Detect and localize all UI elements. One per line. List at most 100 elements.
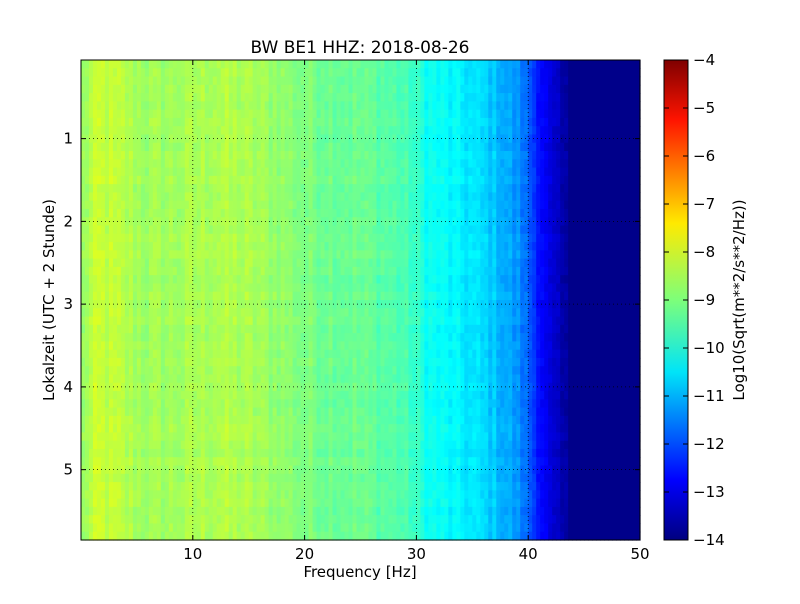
- heatmap-cell: [105, 341, 110, 350]
- heatmap-cell: [500, 217, 505, 226]
- heatmap-cell: [261, 159, 266, 168]
- heatmap-cell: [237, 126, 242, 135]
- heatmap-cell: [512, 77, 517, 86]
- heatmap-cell: [552, 77, 557, 86]
- heatmap-cell: [560, 300, 565, 309]
- heatmap-cell: [536, 308, 541, 317]
- spectrogram-heatmap: [81, 60, 641, 541]
- heatmap-cell: [233, 85, 238, 94]
- heatmap-cell: [572, 275, 577, 284]
- heatmap-cell: [496, 134, 501, 143]
- heatmap-cell: [325, 93, 330, 102]
- heatmap-cell: [392, 118, 397, 127]
- heatmap-cell: [612, 101, 617, 110]
- heatmap-cell: [273, 184, 278, 193]
- heatmap-cell: [197, 283, 202, 292]
- heatmap-cell: [452, 325, 457, 334]
- heatmap-cell: [165, 350, 170, 359]
- heatmap-cell: [185, 118, 190, 127]
- heatmap-cell: [197, 201, 202, 210]
- heatmap-cell: [141, 275, 146, 284]
- heatmap-cell: [85, 292, 90, 301]
- heatmap-cell: [416, 341, 421, 350]
- heatmap-cell: [353, 209, 358, 218]
- heatmap-cell: [217, 101, 222, 110]
- heatmap-cell: [173, 226, 178, 235]
- heatmap-cell: [289, 176, 294, 185]
- heatmap-cell: [313, 143, 318, 152]
- heatmap-cell: [125, 242, 130, 251]
- heatmap-cell: [492, 275, 497, 284]
- heatmap-cell: [468, 325, 473, 334]
- heatmap-cell: [185, 333, 190, 342]
- heatmap-cell: [556, 283, 561, 292]
- heatmap-cell: [444, 209, 449, 218]
- heatmap-cell: [129, 118, 134, 127]
- heatmap-cell: [628, 118, 633, 127]
- heatmap-cell: [616, 168, 621, 177]
- heatmap-cell: [345, 60, 350, 69]
- heatmap-cell: [133, 242, 138, 251]
- heatmap-cell: [165, 85, 170, 94]
- heatmap-cell: [472, 118, 477, 127]
- heatmap-cell: [129, 168, 134, 177]
- heatmap-cell: [500, 168, 505, 177]
- heatmap-cell: [125, 250, 130, 259]
- heatmap-cell: [321, 77, 326, 86]
- heatmap-cell: [185, 110, 190, 119]
- heatmap-cell: [616, 234, 621, 243]
- heatmap-cell: [596, 143, 601, 152]
- heatmap-cell: [368, 283, 373, 292]
- heatmap-cell: [408, 77, 413, 86]
- heatmap-cell: [512, 325, 517, 334]
- heatmap-cell: [321, 118, 326, 127]
- heatmap-cell: [121, 333, 126, 342]
- heatmap-cell: [205, 341, 210, 350]
- heatmap-cell: [361, 151, 366, 160]
- heatmap-cell: [584, 93, 589, 102]
- heatmap-cell: [273, 151, 278, 160]
- heatmap-cell: [392, 325, 397, 334]
- heatmap-cell: [544, 77, 549, 86]
- heatmap-cell: [516, 68, 521, 77]
- heatmap-cell: [384, 93, 389, 102]
- heatmap-cell: [229, 275, 234, 284]
- heatmap-cell: [416, 259, 421, 268]
- heatmap-cell: [408, 143, 413, 152]
- heatmap-cell: [361, 168, 366, 177]
- heatmap-cell: [101, 126, 106, 135]
- heatmap-cell: [325, 333, 330, 342]
- heatmap-cell: [181, 192, 186, 201]
- heatmap-cell: [193, 168, 198, 177]
- heatmap-cell: [129, 68, 134, 77]
- heatmap-cell: [632, 308, 637, 317]
- heatmap-cell: [584, 126, 589, 135]
- heatmap-cell: [380, 77, 385, 86]
- heatmap-cell: [624, 126, 629, 135]
- heatmap-cell: [109, 308, 114, 317]
- heatmap-cell: [157, 250, 162, 259]
- heatmap-cell: [233, 283, 238, 292]
- heatmap-cell: [632, 259, 637, 268]
- heatmap-cell: [357, 242, 362, 251]
- heatmap-cell: [564, 267, 569, 276]
- heatmap-cell: [596, 134, 601, 143]
- heatmap-cell: [345, 151, 350, 160]
- heatmap-cell: [185, 226, 190, 235]
- heatmap-cell: [596, 110, 601, 119]
- heatmap-cell: [325, 159, 330, 168]
- heatmap-cell: [400, 259, 405, 268]
- heatmap-cell: [161, 159, 166, 168]
- heatmap-cell: [205, 308, 210, 317]
- heatmap-cell: [97, 101, 102, 110]
- heatmap-cell: [472, 110, 477, 119]
- heatmap-cell: [620, 143, 625, 152]
- heatmap-cell: [357, 159, 362, 168]
- heatmap-cell: [560, 151, 565, 160]
- heatmap-cell: [560, 209, 565, 218]
- heatmap-cell: [289, 143, 294, 152]
- heatmap-cell: [612, 85, 617, 94]
- heatmap-cell: [165, 77, 170, 86]
- heatmap-cell: [145, 126, 150, 135]
- heatmap-cell: [133, 176, 138, 185]
